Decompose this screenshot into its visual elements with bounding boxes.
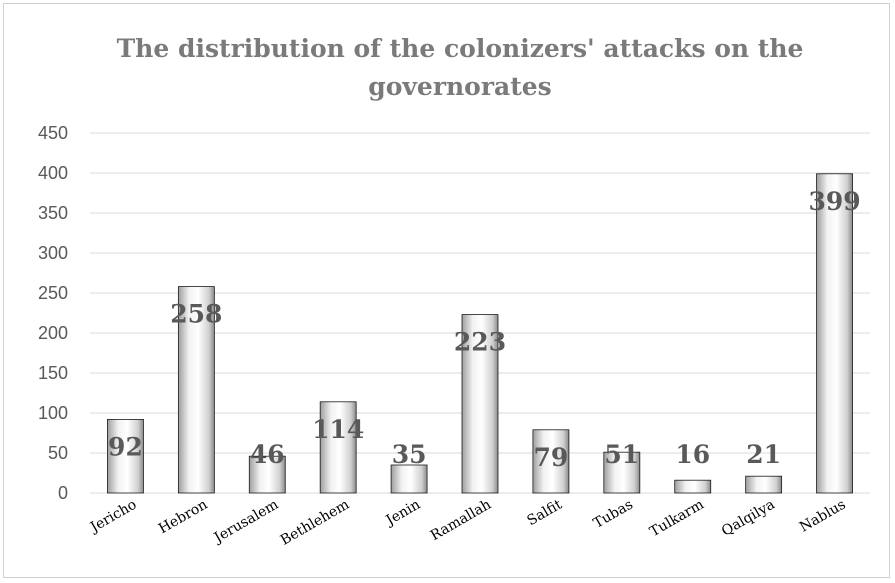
bar-qalqilya [745,475,783,494]
bar-ramallah [461,314,499,494]
bar-tubas [603,451,641,494]
bar-nablus [816,173,853,494]
bar-jerusalem [248,455,286,494]
y-tick-label: 400 [38,163,68,183]
x-category-label: Hebron [156,497,210,538]
data-label: 46 [250,440,285,469]
x-category-label: Jenin [382,497,423,530]
y-tick-label: 350 [38,203,68,223]
y-tick-label: 100 [38,403,68,423]
bar-salfit [532,429,570,494]
x-category-label: Tubas [591,497,636,532]
bar-bethlehem [319,401,357,494]
x-category-label: Bethlehem [278,497,352,549]
y-tick-label: 300 [38,243,68,263]
x-category-label: Ramallah [428,497,494,544]
y-tick-label: 150 [38,363,68,383]
data-label: 92 [108,432,143,461]
data-label: 35 [392,440,427,469]
chart-frame [3,3,890,578]
y-tick-label: 200 [38,323,68,343]
chart-title: The distribution of the colonizers' atta… [116,34,804,101]
data-label: 51 [604,440,639,469]
data-label: 21 [746,440,781,469]
bar-jericho [107,418,144,494]
y-tick-label: 50 [48,443,68,463]
bar-jenin [390,464,428,494]
bar-tulkarm [674,479,712,494]
data-label: 399 [808,187,860,216]
x-category-label: Qalqilya [719,497,778,540]
bar-hebron [177,286,215,494]
x-category-label: Jericho [86,497,139,537]
x-category-label: Salfit [525,496,566,529]
y-tick-label: 0 [58,483,68,503]
data-label: 79 [534,443,569,472]
x-category-label: Tulkarm [647,497,707,541]
y-tick-label: 250 [38,283,68,303]
y-tick-label: 450 [38,123,68,143]
data-label: 258 [170,300,222,329]
data-label: 114 [312,415,364,444]
data-label: 223 [454,328,506,357]
x-category-label: Jerusalem [210,497,281,547]
x-category-label: Nablus [797,497,849,536]
data-label: 16 [675,440,710,469]
